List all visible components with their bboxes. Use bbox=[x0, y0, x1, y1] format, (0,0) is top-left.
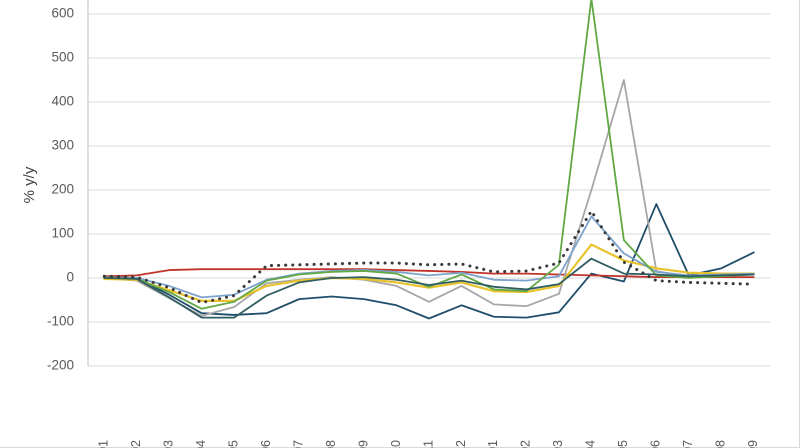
x-tick-label: 2020M11 bbox=[421, 440, 435, 448]
x-tick-label: 2020M10 bbox=[389, 440, 403, 448]
x-tick-label: 2021M07 bbox=[681, 440, 695, 448]
y-tick-label: 500 bbox=[51, 50, 74, 65]
y-axis-tick-labels: -200 -100 0 100 200 300 400 500 600 bbox=[47, 6, 74, 373]
y-tick-label: 300 bbox=[51, 138, 74, 153]
series-line-series-7-dark-teal bbox=[103, 257, 755, 319]
x-tick-label: 2021M02 bbox=[519, 440, 533, 448]
x-tick-label: 2021M05 bbox=[616, 440, 630, 448]
series-line-series-5-light-blue bbox=[103, 215, 755, 299]
series-line-series-6-green bbox=[103, 0, 755, 310]
data-series-group bbox=[102, 0, 756, 320]
x-tick-label: 2020M03 bbox=[161, 440, 175, 448]
y-tick-label: 200 bbox=[51, 182, 74, 197]
x-tick-label: 2021M06 bbox=[649, 440, 663, 448]
gridlines bbox=[87, 0, 770, 367]
x-tick-label: 2020M06 bbox=[259, 440, 273, 448]
y-tick-label: -100 bbox=[47, 314, 74, 329]
x-tick-label: 2020M01 bbox=[97, 440, 111, 448]
series-line-series-2-red bbox=[103, 268, 755, 279]
y-tick-label: 0 bbox=[66, 270, 74, 285]
series-line-series-8-black-dotted bbox=[102, 209, 756, 305]
series-line-series-3-light-gray bbox=[103, 79, 755, 317]
y-tick-label: 600 bbox=[51, 6, 74, 21]
y-axis-title: % y/y bbox=[21, 166, 38, 203]
y-tick-label: 100 bbox=[51, 226, 74, 241]
x-tick-label: 2020M02 bbox=[129, 440, 143, 448]
x-tick-label: 2020M05 bbox=[226, 440, 240, 448]
x-tick-label: 2021M09 bbox=[746, 440, 760, 448]
x-tick-label: 2020M08 bbox=[324, 440, 338, 448]
x-tick-label: 2021M08 bbox=[714, 440, 728, 448]
x-tick-label: 2020M12 bbox=[454, 440, 468, 448]
x-tick-label: 2020M07 bbox=[291, 440, 305, 448]
y-tick-label: -200 bbox=[47, 358, 74, 373]
x-tick-label: 2021M04 bbox=[584, 440, 598, 448]
x-tick-label: 2021M01 bbox=[486, 440, 500, 448]
x-tick-label: 2020M04 bbox=[194, 440, 208, 448]
x-tick-label: 2020M09 bbox=[356, 440, 370, 448]
x-tick-label: 2021M03 bbox=[551, 440, 565, 448]
y-tick-label: 400 bbox=[51, 94, 74, 109]
x-axis-tick-labels: 2020M01 2020M02 2020M03 2020M04 2020M05 2020M… bbox=[97, 440, 761, 448]
